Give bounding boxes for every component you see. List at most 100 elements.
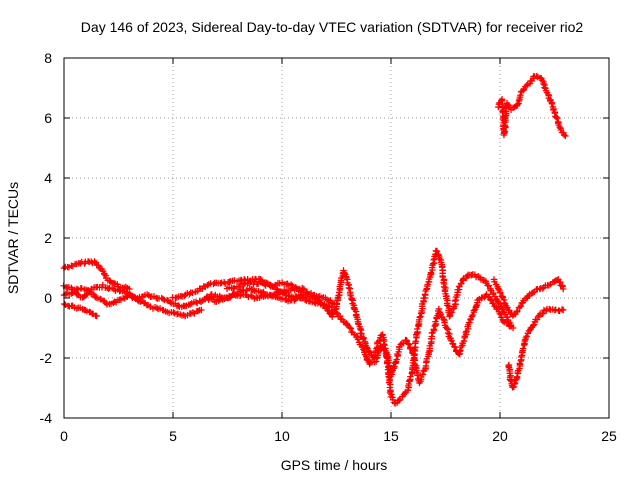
data-point-marker	[407, 373, 414, 380]
data-point-marker	[560, 285, 567, 293]
data-point-marker	[556, 123, 563, 131]
data-point-marker	[243, 287, 250, 294]
data-point-marker	[73, 290, 81, 298]
y-tick-label: 6	[44, 110, 52, 126]
data-point-marker	[287, 281, 295, 288]
data-point-marker	[552, 306, 559, 313]
data-point-marker	[443, 325, 451, 332]
data-point-marker	[419, 371, 427, 378]
data-point-marker	[380, 340, 388, 348]
data-point-marker	[457, 347, 464, 354]
data-point-marker	[382, 345, 389, 352]
data-point-marker	[346, 324, 353, 331]
data-point-marker	[401, 389, 409, 397]
data-point-marker	[269, 283, 276, 290]
data-point-marker	[540, 80, 547, 88]
data-point-marker	[506, 307, 513, 314]
data-point-marker	[493, 296, 501, 304]
data-point-marker	[137, 298, 144, 305]
data-point-marker	[533, 72, 540, 80]
data-point-marker	[507, 321, 515, 329]
data-point-marker	[518, 353, 525, 361]
series-track-9	[505, 305, 567, 391]
data-point-marker	[560, 131, 568, 139]
data-point-marker	[345, 284, 353, 292]
data-point-marker	[365, 348, 373, 355]
data-point-marker	[523, 333, 530, 340]
data-point-marker	[444, 329, 452, 337]
data-point-marker	[402, 336, 410, 344]
data-point-marker	[194, 307, 202, 315]
data-point-marker	[517, 92, 524, 99]
data-point-marker	[159, 295, 167, 303]
data-point-marker	[434, 250, 442, 258]
data-point-marker	[528, 77, 536, 85]
x-tick-label: 20	[492, 428, 508, 444]
data-point-marker	[440, 283, 448, 291]
data-point-marker	[331, 300, 338, 308]
data-point-marker	[225, 294, 233, 302]
data-point-marker	[495, 285, 502, 292]
data-point-marker	[451, 344, 459, 351]
data-point-marker	[514, 101, 521, 108]
data-point-marker	[451, 297, 459, 305]
data-point-marker	[436, 255, 443, 262]
data-point-marker	[553, 114, 560, 121]
data-point-marker	[448, 337, 455, 344]
data-point-marker	[504, 314, 511, 321]
data-point-marker	[215, 297, 222, 305]
y-tick-label: 2	[44, 230, 52, 246]
y-tick-label: -2	[40, 350, 53, 366]
data-point-marker	[560, 306, 567, 314]
data-point-marker	[73, 305, 81, 312]
data-point-marker	[430, 326, 437, 333]
data-point-marker	[548, 100, 556, 108]
data-point-marker	[397, 341, 404, 348]
data-point-marker	[180, 292, 188, 300]
data-point-marker	[448, 309, 455, 316]
data-point-marker	[101, 271, 108, 278]
data-point-marker	[440, 316, 447, 323]
data-point-marker	[383, 353, 390, 361]
y-tick-label: -4	[40, 410, 53, 426]
data-point-marker	[529, 289, 537, 296]
data-point-marker	[300, 285, 307, 293]
series-track-10	[495, 72, 569, 140]
data-point-marker	[416, 314, 423, 321]
data-point-marker	[539, 310, 546, 318]
data-point-marker	[519, 345, 527, 352]
data-point-marker	[412, 338, 419, 345]
data-point-marker	[170, 309, 177, 316]
data-point-marker	[404, 340, 412, 347]
data-point-marker	[396, 397, 403, 404]
data-point-marker	[562, 132, 569, 140]
x-tick-label: 10	[274, 428, 290, 444]
series-track-3	[61, 300, 100, 320]
data-point-marker	[499, 317, 507, 325]
data-point-marker	[82, 306, 89, 314]
data-point-marker	[417, 313, 424, 320]
data-point-marker	[529, 322, 537, 329]
x-tick-label: 25	[601, 428, 617, 444]
data-point-marker	[405, 341, 413, 348]
data-point-marker	[435, 305, 443, 313]
series-track-8	[490, 276, 567, 319]
data-point-marker	[153, 304, 161, 311]
data-point-marker	[403, 337, 411, 345]
data-point-marker	[341, 270, 348, 277]
series-track-7	[202, 284, 307, 305]
data-point-marker	[486, 296, 494, 303]
x-axis-label: GPS time / hours	[281, 457, 388, 473]
data-point-marker	[384, 360, 391, 367]
data-point-marker	[458, 280, 465, 287]
data-point-marker	[496, 289, 504, 297]
data-point-marker	[469, 311, 476, 319]
plot-frame	[63, 57, 610, 419]
data-point-marker	[385, 373, 392, 380]
data-point-marker	[316, 299, 324, 306]
x-tick-label: 0	[60, 428, 68, 444]
data-point-marker	[247, 292, 255, 299]
chart-title: Day 146 of 2023, Sidereal Day-to-day VTE…	[81, 19, 584, 35]
data-point-marker	[93, 312, 100, 320]
